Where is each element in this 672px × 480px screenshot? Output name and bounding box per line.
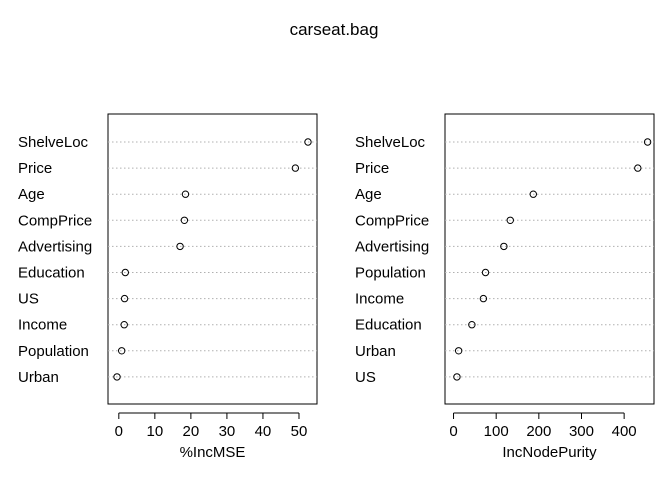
panel-2-category-label: Education	[355, 317, 422, 334]
panel-1-point-advertising	[176, 242, 184, 251]
panel-2-x-tick-label: 400	[612, 423, 637, 440]
panel-1-category-label: CompPrice	[18, 212, 92, 229]
panel-1-x-tick-label: 40	[255, 423, 272, 440]
panel-1-x-tick-label: 10	[147, 423, 164, 440]
panel-2-x-axis-label: IncNodePurity	[502, 444, 597, 461]
panel-1-point-income	[120, 321, 128, 329]
panel-2-point-population	[481, 268, 490, 277]
panel-2-point-advertising	[500, 242, 508, 251]
panel-2-x-tick-label: 300	[569, 423, 594, 440]
panel-1-category-label: Population	[18, 343, 89, 360]
panel-1-point-population	[117, 347, 126, 355]
panel-2-category-label: Price	[355, 160, 389, 177]
panel-2-x-tick-label: 100	[484, 423, 509, 440]
panel-1-point-shelveloc	[304, 138, 312, 146]
panel-2-category-label: Income	[355, 291, 404, 308]
panel-1-point-age	[181, 190, 190, 198]
panel-1-x-tick-label: 50	[291, 423, 308, 440]
panel-1-category-label: Price	[18, 160, 52, 177]
panel-2-category-label: ShelveLoc	[355, 134, 426, 151]
panel-1-point-us	[120, 294, 129, 303]
panel-1-category-label: Advertising	[18, 238, 92, 255]
chart-title: carseat.bag	[290, 20, 379, 39]
panel-1-x-axis-label: %IncMSE	[180, 444, 246, 461]
panel-1-category-label: Urban	[18, 369, 59, 386]
panel-2-frame	[444, 113, 655, 405]
panel-1-point-compprice	[180, 216, 189, 225]
panel-1-category-label: Income	[18, 317, 67, 334]
panel-2-x-tick-label: 0	[449, 423, 457, 440]
panel-1-point-price	[291, 164, 300, 172]
panel-1-category-label: Education	[18, 265, 85, 282]
panel-2-category-label: US	[355, 369, 376, 386]
panel-2-x-tick-label: 200	[526, 423, 551, 440]
panel-1-x-tick-label: 0	[115, 423, 123, 440]
panel-2-point-price	[634, 164, 642, 172]
panel-2-category-label: Urban	[355, 343, 396, 360]
panel-2-point-us	[453, 373, 461, 381]
panel-1-category-label: US	[18, 291, 39, 308]
panel-2-point-education	[468, 321, 476, 329]
panel-2-point-compprice	[506, 216, 514, 225]
panel-1-x-tick-label: 20	[183, 423, 200, 440]
panel-2-point-shelveloc	[643, 138, 652, 146]
panel-2-point-income	[479, 294, 488, 303]
panel-1-category-label: Age	[18, 186, 45, 203]
panel-2-point-age	[529, 190, 537, 198]
panel-2-category-label: Advertising	[355, 238, 429, 255]
panel-1-frame	[107, 113, 318, 405]
panel-2-point-urban	[454, 347, 463, 355]
panel-1-x-tick-label: 30	[219, 423, 236, 440]
panel-2-category-label: Population	[355, 265, 426, 282]
panel-2-category-label: CompPrice	[355, 212, 429, 229]
panel-2-category-label: Age	[355, 186, 382, 203]
panel-1-point-urban	[113, 373, 121, 381]
panel-1-point-education	[121, 268, 129, 277]
panel-1-category-label: ShelveLoc	[18, 134, 89, 151]
